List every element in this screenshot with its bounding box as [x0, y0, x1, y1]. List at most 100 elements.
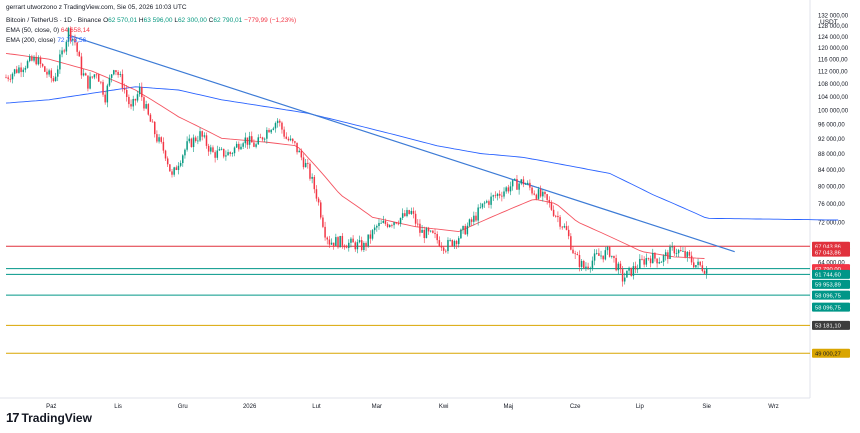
candle-body [388, 225, 391, 227]
candle-body [395, 222, 397, 224]
symbol-legend[interactable]: Bitcoin / TetherUS · 1D · Binance O62 57… [6, 17, 296, 24]
candle-body [251, 136, 253, 143]
candle-body [149, 114, 152, 122]
x-tick-label: Lis [114, 404, 122, 410]
candle-body [602, 255, 604, 260]
candle-body [494, 195, 497, 197]
candle-body [583, 260, 585, 269]
candle-body [630, 267, 632, 276]
ema200-value: 72 773,56 [57, 37, 87, 44]
candle-body [475, 215, 477, 221]
candle-body [393, 222, 395, 226]
ema200-legend[interactable]: EMA (200, close) 72 773,56 [6, 37, 86, 44]
candle-body [291, 138, 294, 142]
candle-body [123, 88, 126, 90]
candle-body [705, 268, 708, 274]
candle-body [561, 226, 563, 228]
candle-body [619, 263, 622, 270]
ohlc-close: 62 790,01 [213, 17, 243, 24]
candle-body [539, 189, 542, 197]
candle-body [106, 85, 109, 103]
candle-body [466, 225, 469, 235]
candle-body [636, 268, 639, 270]
candle-body [235, 143, 238, 148]
candle-body [656, 258, 658, 264]
candle-body [473, 215, 475, 222]
candle-body [222, 148, 225, 157]
candle-body [227, 152, 229, 156]
candle-body [158, 137, 160, 142]
candle-body [238, 143, 240, 150]
candle-body [287, 138, 290, 141]
candle-body [171, 171, 173, 175]
price-tag-label: 58 096,75 [815, 293, 841, 299]
y-tick-label: 128 000,00 [818, 24, 849, 30]
candle-body [244, 137, 247, 144]
ohlc-change: −779,99 (−1,23%) [244, 17, 297, 24]
candle-body [39, 57, 42, 64]
candle-body [639, 258, 641, 269]
candle-body [214, 152, 216, 158]
candle-body [354, 242, 357, 250]
candle-body [565, 226, 568, 230]
candle-body [261, 137, 264, 140]
candle-body [386, 223, 389, 227]
candle-body [108, 77, 111, 86]
candle-body [615, 258, 617, 271]
candle-body [563, 226, 566, 228]
candle-body [69, 28, 72, 41]
candle-body [343, 245, 346, 248]
candle-body [503, 191, 505, 197]
trendline [68, 34, 735, 253]
candle-body [52, 78, 55, 82]
candle-body [604, 250, 607, 260]
ema200-line [5, 86, 839, 221]
ema50-value: 64 658,14 [60, 27, 90, 34]
candle-body [192, 137, 195, 148]
candle-body [492, 195, 494, 197]
candle-body [72, 39, 74, 41]
tradingview-logo[interactable]: 17 TradingView [6, 410, 92, 425]
y-tick-label: 132 000,00 [818, 14, 849, 20]
candle-body [330, 242, 333, 245]
ohlc-high: 63 596,00 [143, 17, 173, 24]
candle-body [259, 137, 262, 139]
x-tick-label: Wrz [768, 404, 779, 410]
candle-body [199, 131, 201, 141]
candle-body [169, 164, 171, 172]
price-tag-label: 53 181,10 [815, 324, 841, 330]
candle-body [522, 179, 525, 185]
y-tick-label: 100 000,00 [818, 108, 849, 114]
price-tag-label: 67 043,86 [815, 245, 841, 251]
candle-body [89, 76, 91, 89]
y-tick-label: 84 000,00 [818, 168, 845, 174]
ema50-legend[interactable]: EMA (50, close, 0) 64 658,14 [6, 27, 90, 34]
candle-body [41, 63, 44, 67]
candle-body [268, 129, 270, 133]
candle-body [675, 253, 678, 255]
candle-body [67, 28, 70, 42]
ohlc-low: 62 300,00 [177, 17, 207, 24]
candle-body [621, 269, 624, 282]
candle-body [399, 217, 402, 224]
candle-body [48, 70, 50, 75]
candle-body [550, 202, 553, 210]
candle-body [233, 147, 236, 154]
candle-body [572, 249, 574, 254]
x-tick-label: Sie [702, 404, 711, 410]
candle-body [671, 246, 673, 248]
candle-body [229, 152, 231, 154]
candle-body [309, 163, 311, 179]
candle-body [117, 72, 119, 75]
x-tick-label: Paź [46, 404, 56, 410]
candle-body [526, 182, 529, 185]
candle-body [371, 230, 374, 239]
price-tag-label: 58 096,75 [815, 305, 841, 311]
candle-body [580, 260, 583, 267]
candle-body [326, 237, 328, 240]
candle-body [13, 69, 16, 74]
candle-body [699, 261, 701, 266]
candle-body [606, 247, 609, 251]
candle-body [509, 186, 512, 192]
